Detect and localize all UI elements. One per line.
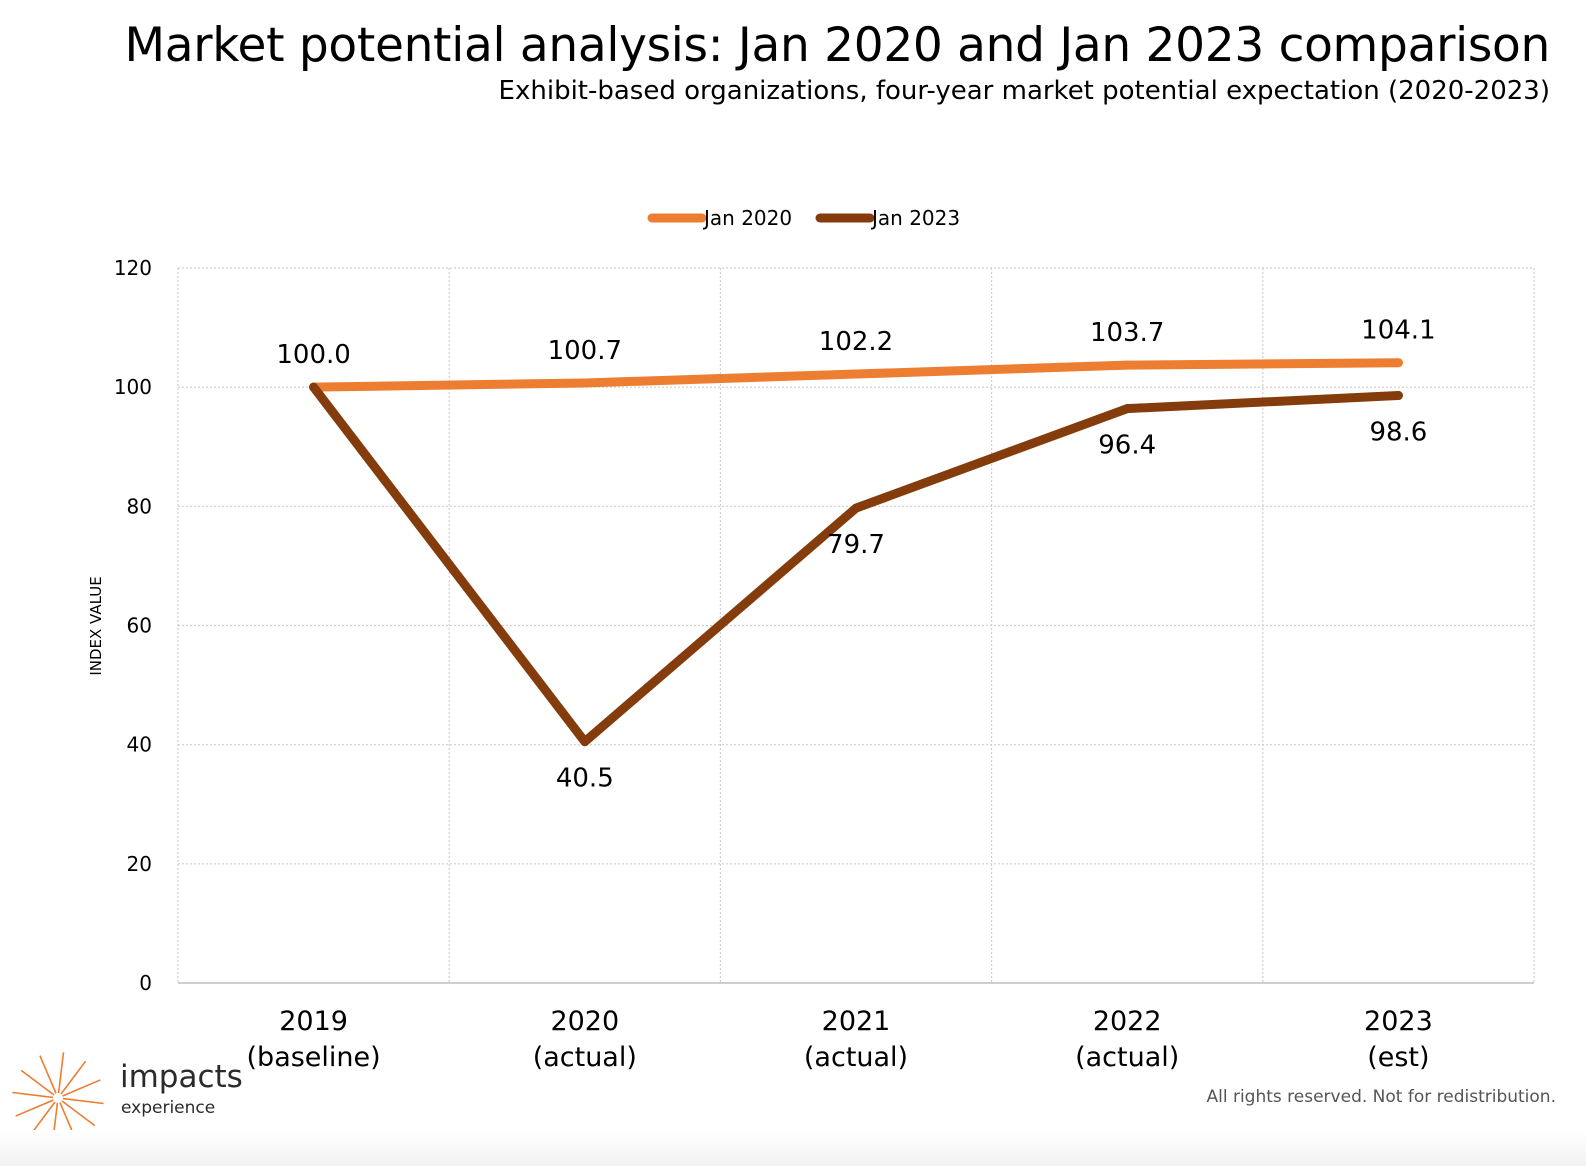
logo-ray — [62, 1097, 104, 1105]
logo-ray — [15, 1099, 54, 1117]
data-label: 104.1 — [1361, 316, 1435, 346]
chart-title: Market potential analysis: Jan 2020 and … — [124, 18, 1550, 73]
y-tick-label: 20 — [127, 852, 152, 876]
logo-ray — [61, 1100, 96, 1127]
y-tick-label: 80 — [127, 494, 152, 518]
x-tick-label: 2020 — [550, 1006, 619, 1037]
data-point — [1122, 404, 1132, 414]
starburst-logo-icon — [12, 1052, 104, 1144]
x-tick-label: (actual) — [804, 1042, 908, 1073]
data-label: 100.7 — [548, 336, 622, 366]
impacts-experience-logo: impacts experience — [8, 1048, 258, 1148]
data-label: 98.6 — [1369, 418, 1427, 448]
data-point — [1393, 391, 1403, 401]
y-tick-label: 120 — [114, 256, 152, 280]
data-point — [1122, 360, 1132, 370]
logo-ray — [62, 1079, 101, 1097]
y-tick-label: 40 — [127, 733, 152, 757]
data-label: 103.7 — [1090, 318, 1164, 348]
x-tick-label: (actual) — [533, 1042, 637, 1073]
legend-label: Jan 2020 — [702, 206, 792, 230]
data-point — [851, 503, 861, 513]
x-tick-label: 2021 — [822, 1006, 891, 1037]
data-point — [1393, 358, 1403, 368]
page-bottom-band — [0, 1130, 1586, 1166]
data-point — [580, 737, 590, 747]
series-line — [309, 382, 1403, 747]
data-point — [580, 378, 590, 388]
logo-ray — [60, 1060, 87, 1095]
y-tick-label: 60 — [127, 614, 152, 638]
x-tick-label: (actual) — [1075, 1042, 1179, 1073]
legend-label: Jan 2023 — [870, 206, 960, 230]
logo-ray — [57, 1052, 65, 1094]
y-axis-title: INDEX VALUE — [87, 576, 105, 675]
x-tick-label: 2023 — [1364, 1006, 1433, 1037]
x-tick-label: 2019 — [279, 1006, 348, 1037]
y-tick-label: 100 — [114, 375, 152, 399]
data-label: 40.5 — [556, 764, 614, 794]
data-point — [309, 382, 319, 392]
data-label: 102.2 — [819, 327, 893, 357]
logo-ray — [39, 1055, 57, 1094]
y-tick-label: 0 — [139, 971, 152, 995]
copyright-note: All rights reserved. Not for redistribut… — [1206, 1087, 1556, 1107]
logo-wordmark: impacts — [120, 1059, 243, 1095]
x-tick-label: (est) — [1367, 1042, 1429, 1073]
data-label: 96.4 — [1098, 431, 1156, 461]
logo-subtext: experience — [121, 1098, 216, 1118]
chart-subtitle: Exhibit-based organizations, four-year m… — [498, 76, 1550, 106]
data-label: 79.7 — [827, 530, 885, 560]
logo-ray — [29, 1101, 56, 1136]
data-label: 100.0 — [276, 340, 350, 370]
logo-ray — [20, 1069, 55, 1096]
logo-ray — [12, 1091, 54, 1099]
x-tick-label: 2022 — [1093, 1006, 1162, 1037]
data-point — [851, 369, 861, 379]
x-tick-label: (baseline) — [247, 1042, 381, 1073]
